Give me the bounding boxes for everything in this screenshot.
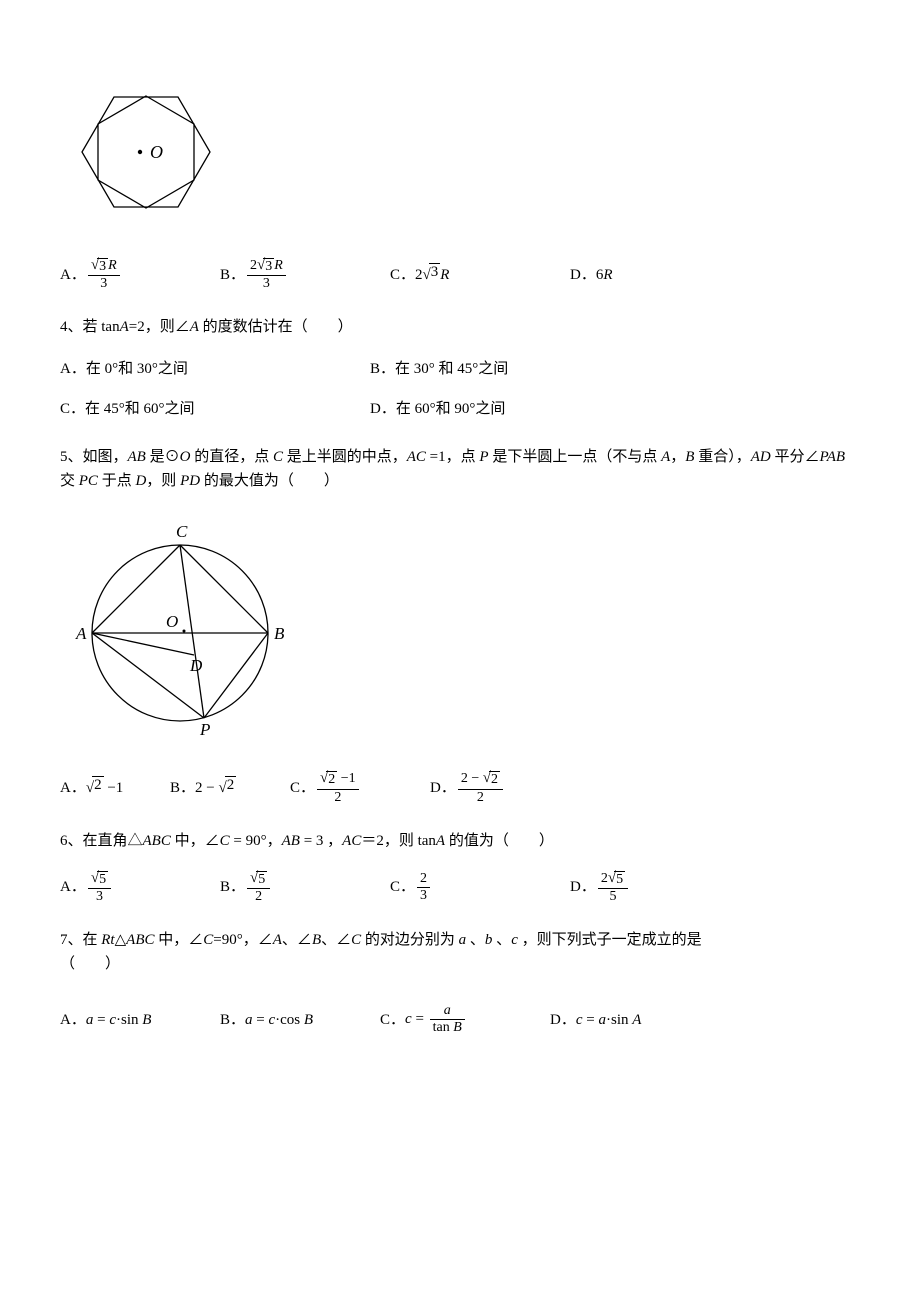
q6-opt-c: C． 2 3: [390, 871, 570, 904]
q3-opt-b: B． 2√3R 3: [220, 258, 390, 291]
q5-text: 5、如图，AB 是⊙O 的直径，点 C 是上半圆的中点，AC =1，点 P 是下…: [60, 445, 860, 493]
svg-text:B: B: [274, 624, 285, 643]
q3-options: A． √3R 3 B． 2√3R 3 C． 2√3R D． 6R: [60, 258, 860, 291]
q7-opt-c: C． c = atan B: [380, 1004, 550, 1035]
q7-opt-d: D． c = a·sin A: [550, 1004, 641, 1035]
q7-opt-b: B． a = c·cos B: [220, 1004, 380, 1035]
q5-line1: 5、如图，AB 是⊙O 的直径，点 C 是上半圆的中点，AC =1，点 P 是下…: [60, 449, 845, 489]
opt-label: A．: [60, 263, 86, 287]
q4-options: A．在 0°和 30°之间 B．在 30° 和 45°之间 C．在 45°和 6…: [60, 357, 860, 421]
q4-opt-a: A．在 0°和 30°之间: [60, 357, 370, 381]
q3-opt-d: D． 6R: [570, 258, 613, 291]
q7-opt-a: A． a = c·sin B: [60, 1004, 220, 1035]
svg-text:C: C: [176, 522, 188, 541]
svg-text:O: O: [166, 612, 178, 631]
q7-paren: （ ）: [60, 956, 120, 972]
q3-opt-a: A． √3R 3: [60, 258, 220, 291]
opt-label: C．: [390, 263, 415, 287]
q3-center-label: O: [150, 142, 163, 162]
q4-text: 4、若 tanA=2，则∠A 的度数估计在（ ）: [60, 315, 860, 339]
q5-opt-d: D． 2 − √2 2: [430, 771, 505, 804]
opt-label: D．: [570, 263, 596, 287]
q6-opt-d: D． 2√5 5: [570, 871, 630, 904]
q4-opt-d: D．在 60°和 90°之间: [370, 397, 860, 421]
svg-text:A: A: [75, 624, 87, 643]
q6-options: A． √5 3 B． √5 2 C． 2 3 D． 2√5 5: [60, 871, 860, 904]
q6-opt-a: A． √5 3: [60, 871, 220, 904]
q7-text: 7、在 Rt△ABC 中，∠C=90°，∠A、∠B、∠C 的对边分别为 a 、b…: [60, 928, 860, 976]
q4-opt-b: B．在 30° 和 45°之间: [370, 357, 860, 381]
q4-opt-c: C．在 45°和 60°之间: [60, 397, 370, 421]
q6-opt-b: B． √5 2: [220, 871, 390, 904]
svg-text:P: P: [199, 720, 210, 739]
q3-opt-c: C． 2√3R: [390, 258, 570, 291]
q3-figure: O: [70, 80, 860, 238]
q7-options: A． a = c·sin B B． a = c·cos B C． c = ata…: [60, 1004, 860, 1035]
q5-figure: A B C P D O: [70, 513, 860, 751]
q5-opt-c: C． √2 −1 2: [290, 771, 430, 804]
svg-text:D: D: [189, 656, 203, 675]
q5-opt-b: B． 2 − √2: [170, 771, 290, 804]
q5-opt-a: A． √2 −1: [60, 771, 170, 804]
opt-label: B．: [220, 263, 245, 287]
q6-text: 6、在直角△ABC 中，∠C = 90°，AB = 3 ，AC＝2，则 tanA…: [60, 829, 860, 853]
q5-options: A． √2 −1 B． 2 − √2 C． √2 −1 2 D． 2 − √2 …: [60, 771, 860, 804]
